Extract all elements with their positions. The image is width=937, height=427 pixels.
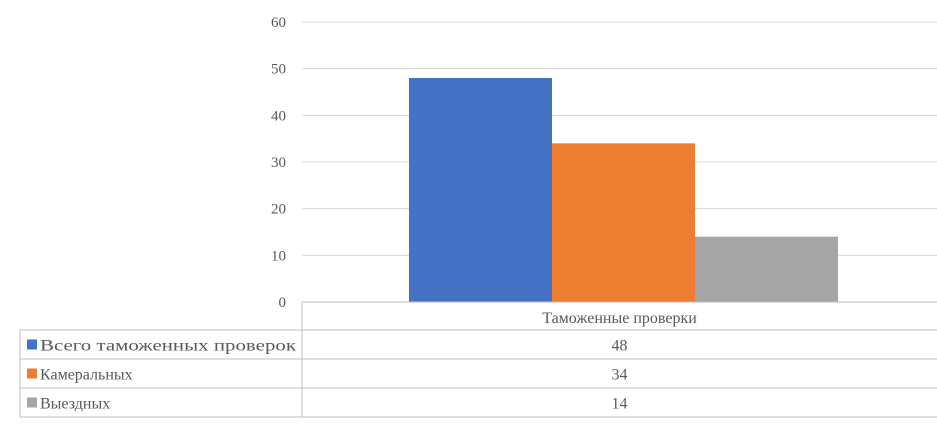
- table-value-2-1: 34: [612, 367, 628, 384]
- bar-1-1: [409, 78, 552, 302]
- bar-3-1: [695, 236, 838, 302]
- bars: [409, 78, 838, 302]
- table-value-1-1: 48: [612, 338, 628, 355]
- y-axis-tick-labels: 0 10 20 30 40 50 60: [271, 15, 286, 311]
- table-value-3-1: 14: [612, 396, 628, 413]
- bar-2-1: [552, 143, 695, 302]
- legend-swatch-3: [27, 397, 37, 408]
- legend-swatch-1: [27, 339, 37, 350]
- category-label: Таможенные проверки: [542, 310, 697, 327]
- legend-swatch-2: [27, 368, 37, 379]
- legend-entry-3: Выездных: [40, 396, 110, 413]
- y-tick-label-50: 50: [271, 62, 286, 78]
- y-tick-label-10: 10: [271, 248, 286, 264]
- y-tick-label-0: 0: [279, 295, 287, 311]
- y-tick-label-60: 60: [271, 15, 286, 31]
- y-tick-label-20: 20: [271, 202, 286, 218]
- y-tick-label-40: 40: [271, 108, 286, 124]
- data-table: Таможенные проверки Всего таможенных про…: [19, 301, 937, 418]
- legend-entry-1: Всего таможенных проверок: [40, 338, 296, 355]
- y-tick-label-30: 30: [271, 155, 286, 171]
- legend-entry-2: Камеральных: [40, 367, 133, 384]
